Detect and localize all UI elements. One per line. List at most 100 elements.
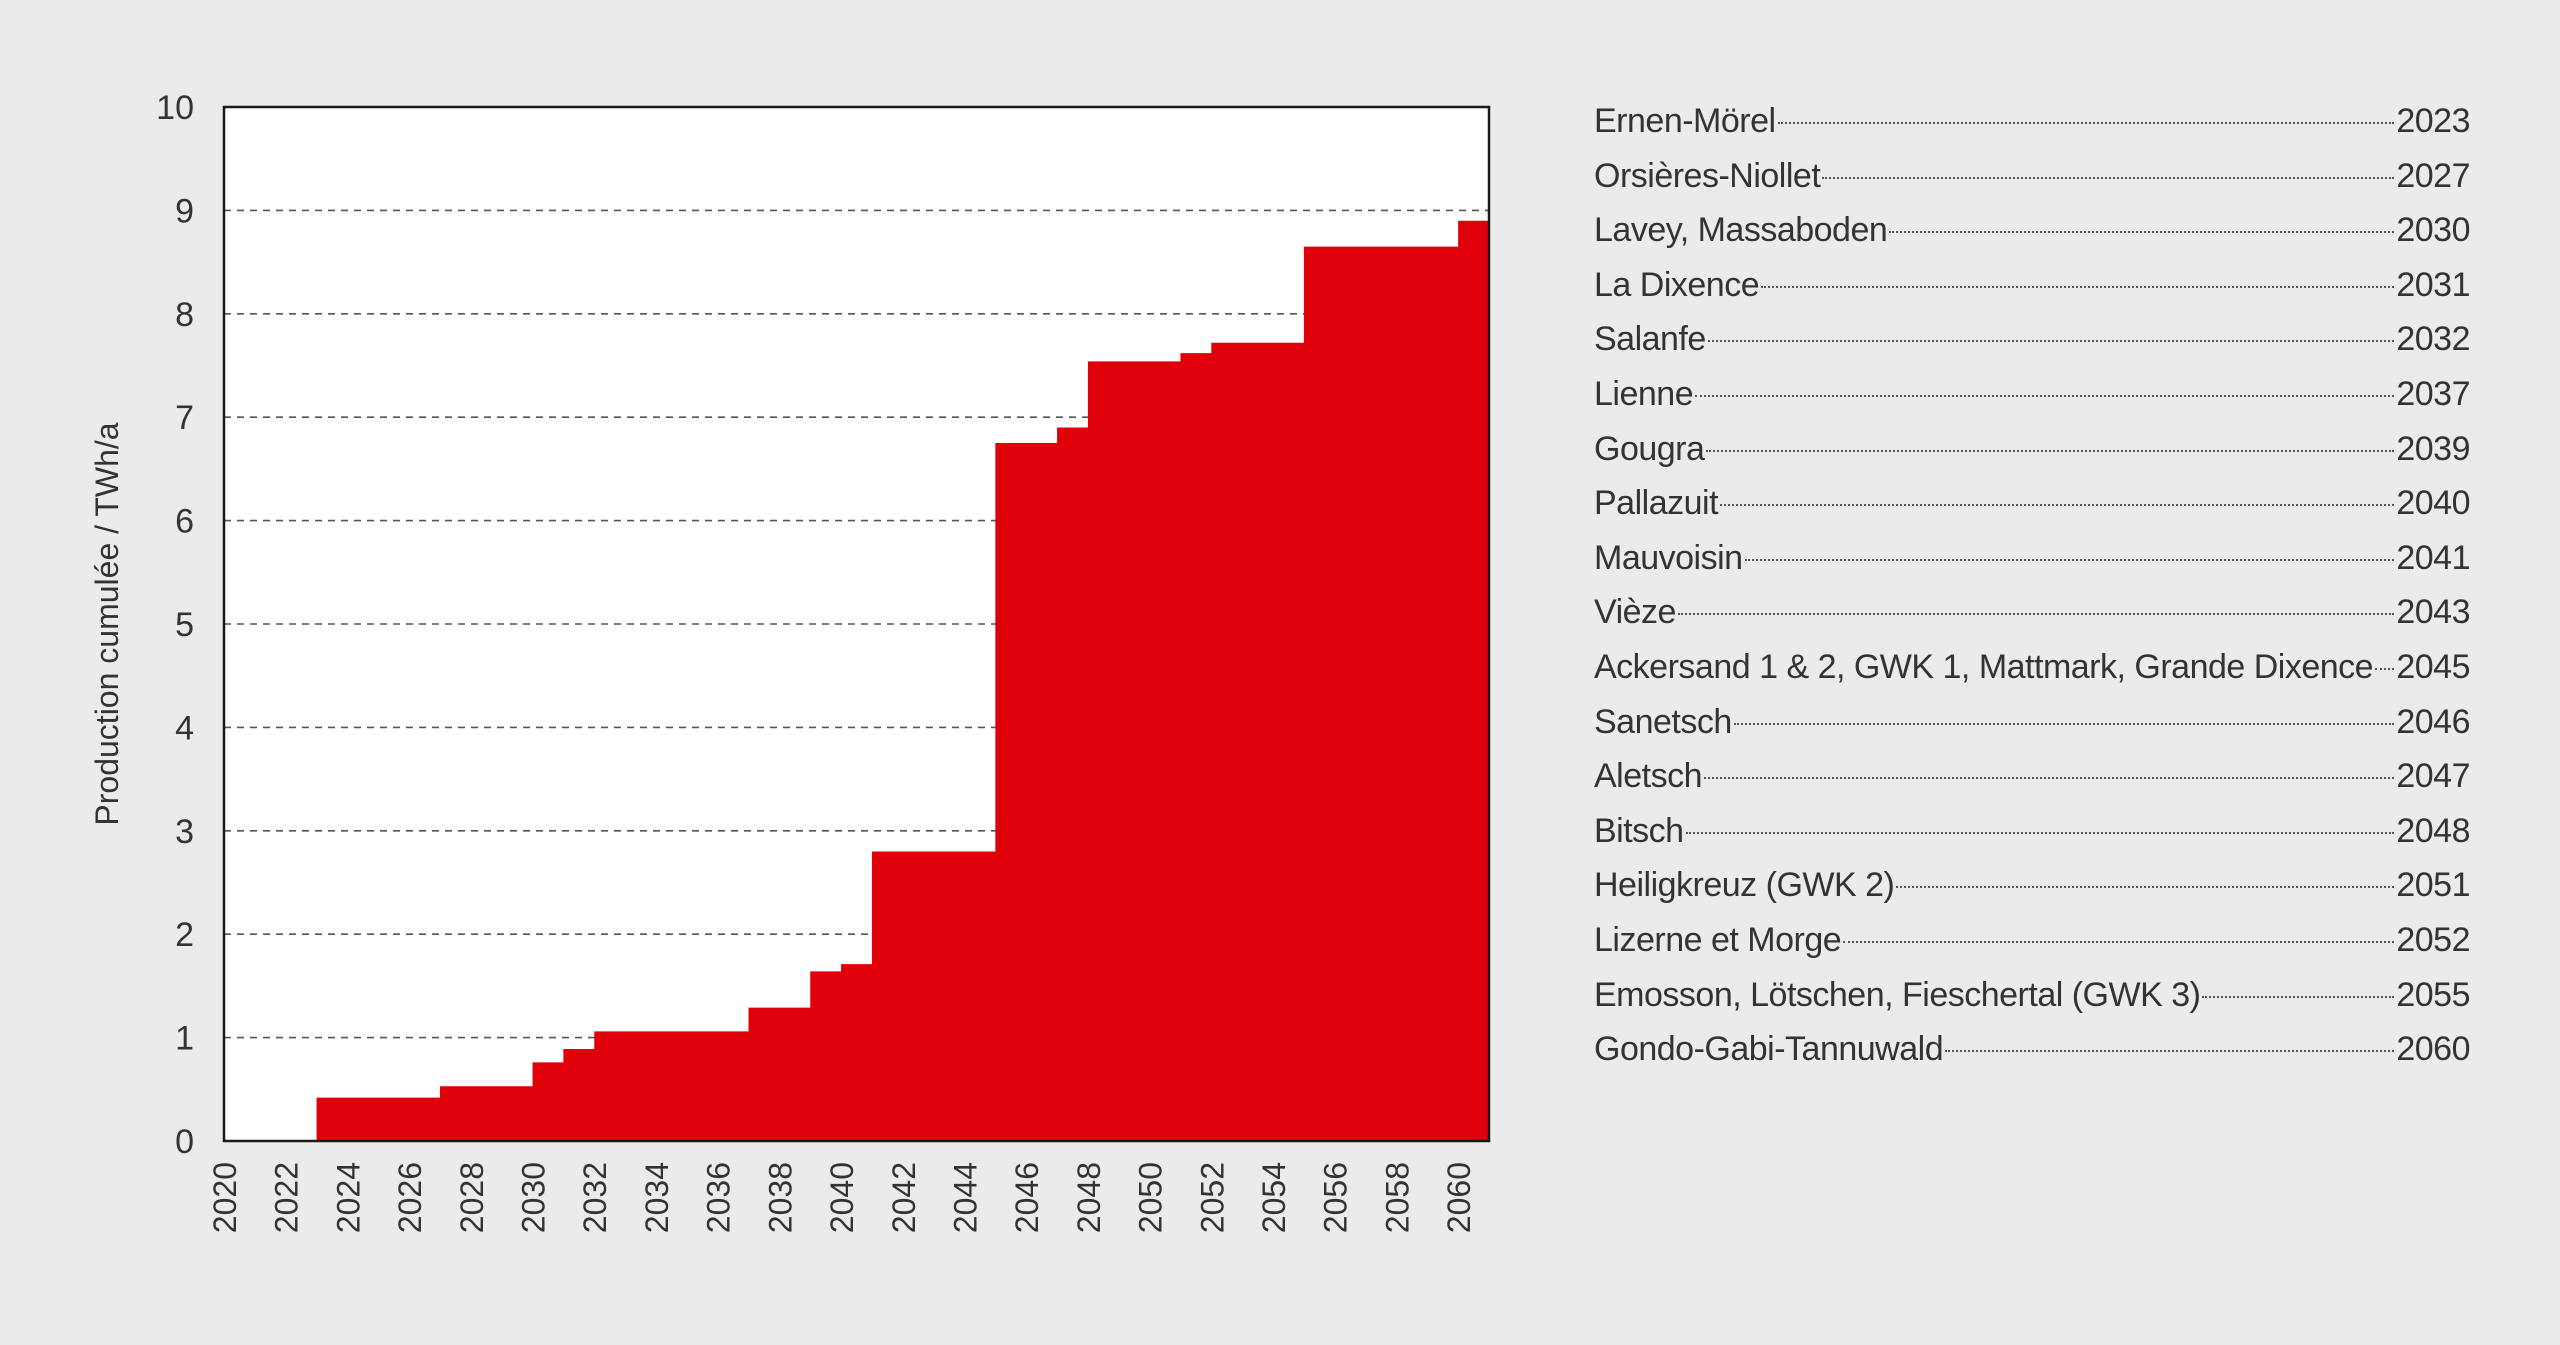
x-tick-label: 2022 [269,1162,305,1233]
x-tick-label: 2046 [1009,1162,1045,1233]
legend-row: Pallazuit 2040 [1594,476,2470,531]
legend-project-name: Lizerne et Morge [1594,920,1842,959]
legend-project-name: Ackersand 1 & 2, GWK 1, Mattmark, Grande… [1594,647,2374,686]
legend-project-name: Aletsch [1594,757,1703,796]
legend-commission-year: 2043 [2396,593,2470,632]
legend-project-name: Bitsch [1594,811,1684,850]
legend-project-name: Lienne [1594,374,1694,413]
legend-project-name: Gondo-Gabi-Tannuwald [1594,1030,1944,1069]
legend-dot-leader [1677,613,2395,616]
x-tick-label: 2050 [1133,1162,1169,1233]
plot-frame [222,105,1491,1143]
legend-commission-year: 2023 [2396,102,2470,140]
y-tick-label: 7 [175,399,194,437]
y-axis-label: Production cumulée / TWh/a [89,422,125,825]
x-tick-label: 2042 [886,1162,922,1233]
legend-row: Aletsch 2047 [1594,749,2470,804]
y-tick-label: 2 [175,916,194,954]
x-tick-labels: 2020 2022 2024 2026 2028 2030 2032 2034 2036 2038… [207,1162,1477,1233]
x-tick-label: 2036 [701,1162,737,1233]
legend-dot-leader [1822,176,2395,179]
legend-dot-leader [1945,1050,2395,1053]
legend-project-name: Mauvoisin [1594,538,1743,577]
legend-project-name: Orsières-Niollet [1594,156,1821,195]
legend-dot-leader [1720,504,2395,507]
legend-project-name: Vièze [1594,593,1676,632]
legend-dot-leader [1889,231,2395,234]
y-tick-label: 10 [156,89,194,127]
legend-commission-year: 2045 [2396,647,2470,686]
legend-commission-year: 2052 [2396,920,2470,959]
x-tick-label: 2048 [1071,1162,1107,1233]
x-tick-label: 2044 [947,1162,983,1233]
legend-row: Salanfe 2032 [1594,312,2470,367]
legend-dot-leader [1896,886,2395,889]
legend-row: Sanetsch 2046 [1594,695,2470,750]
legend-dot-leader [1761,285,2395,288]
legend-commission-year: 2030 [2396,211,2470,250]
legend-commission-year: 2037 [2396,374,2470,413]
legend-commission-year: 2027 [2396,156,2470,195]
x-tick-label: 2054 [1256,1162,1292,1233]
y-tick-label: 6 [175,503,194,541]
y-tick-label: 0 [175,1123,194,1161]
legend-dot-leader [2202,995,2395,998]
legend-project-name: Pallazuit [1594,484,1719,523]
legend-row: Heiligkreuz (GWK 2) 2051 [1594,858,2470,913]
legend-dot-leader [1733,722,2395,725]
legend-project-name: La Dixence [1594,265,1760,304]
legend-dot-leader [2375,667,2395,670]
legend-dot-leader [1843,940,2395,943]
legend-project-name: Emosson, Lötschen, Fieschertal (GWK 3) [1594,975,2201,1014]
legend-row: Gougra 2039 [1594,422,2470,477]
legend-dot-leader [1695,394,2395,397]
legend-commission-year: 2041 [2396,538,2470,577]
legend-row: Vièze 2043 [1594,585,2470,640]
legend-dot-leader [1777,122,2395,124]
legend-commission-year: 2039 [2396,429,2470,468]
legend-row: Gondo-Gabi-Tannuwald 2060 [1594,1022,2470,1077]
legend-row: Lavey, Massaboden 2030 [1594,203,2470,258]
legend-row: Orsières-Niollet 2027 [1594,149,2470,204]
legend-commission-year: 2055 [2396,975,2470,1014]
legend-project-name: Gougra [1594,429,1705,468]
y-tick-label: 1 [175,1020,194,1058]
x-tick-label: 2028 [454,1162,490,1233]
y-tick-label: 4 [175,709,194,747]
legend-project-name: Sanetsch [1594,702,1732,741]
y-tick-label: 5 [175,606,194,644]
legend-row: Lienne 2037 [1594,367,2470,422]
x-tick-label: 2026 [392,1162,428,1233]
legend-project-name: Heiligkreuz (GWK 2) [1594,866,1895,905]
x-tick-label: 2038 [762,1162,798,1233]
legend-dot-leader [1707,340,2395,343]
legend-row: Ernen-Mörel 2023 [1594,94,2470,149]
y-tick-label: 8 [175,296,194,334]
legend-row: Lizerne et Morge 2052 [1594,913,2470,968]
x-tick-label: 2040 [824,1162,860,1233]
x-tick-label: 2032 [577,1162,613,1233]
y-tick-labels: 0 1 2 3 4 5 6 7 8 9 10 [156,89,194,1161]
legend-commission-year: 2031 [2396,265,2470,304]
x-tick-label: 2052 [1194,1162,1230,1233]
legend-dot-leader [1685,831,2395,834]
x-tick-label: 2056 [1318,1162,1354,1233]
legend-row: Ackersand 1 & 2, GWK 1, Mattmark, Grande… [1594,640,2470,695]
step-area [316,220,1489,1142]
legend-project-name: Lavey, Massaboden [1594,211,1888,250]
legend-project-name: Salanfe [1594,320,1706,359]
x-tick-label: 2034 [639,1162,675,1233]
cumulative-production-area [316,220,1489,1142]
x-tick-label: 2058 [1379,1162,1415,1233]
legend-row: Mauvoisin 2041 [1594,531,2470,586]
legend-dot-leader [1706,449,2395,452]
x-tick-label: 2030 [516,1162,552,1233]
legend-row: Emosson, Lötschen, Fieschertal (GWK 3) 20… [1594,968,2470,1023]
x-tick-label: 2020 [207,1162,243,1233]
legend-commission-year: 2040 [2396,484,2470,523]
cumulative-production-chart: 0 1 2 3 4 5 6 7 8 9 10 2020 2022 2024 2026 2028 2030 203… [89,89,1491,1233]
x-tick-label: 2024 [330,1162,366,1233]
x-tick-label: 2060 [1441,1162,1477,1233]
y-tick-label: 9 [175,192,194,230]
legend-commission-year: 2048 [2396,811,2470,850]
